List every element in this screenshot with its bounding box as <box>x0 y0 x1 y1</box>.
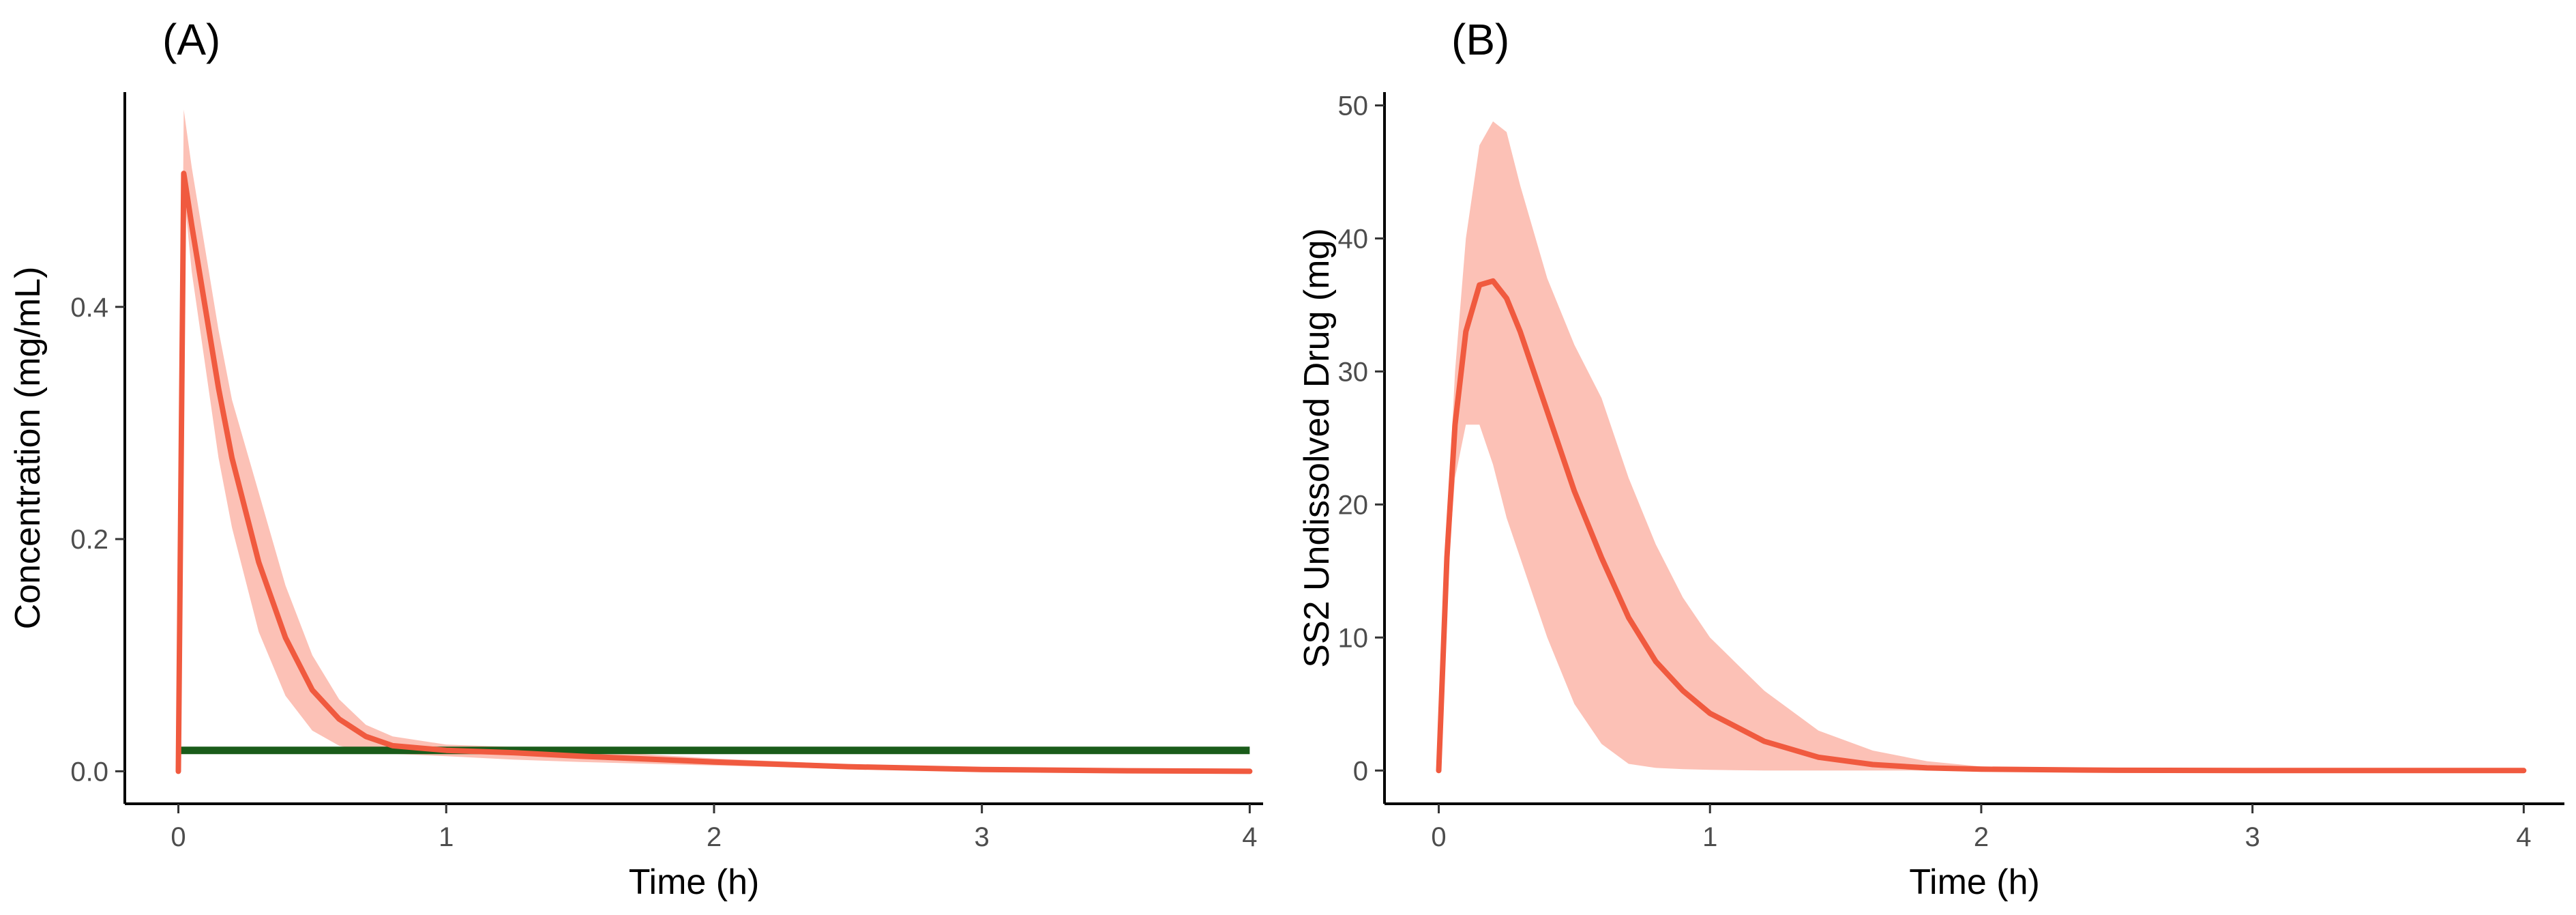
panel-b-y-tick-label: 50 <box>1338 91 1369 121</box>
panel-a-x-tick-label: 4 <box>1242 822 1257 852</box>
panel-b-y-tick-label: 40 <box>1338 224 1369 254</box>
panel-b-panel-label: (B) <box>1451 15 1509 64</box>
panel-a-y-tick-label: 0.0 <box>70 757 108 787</box>
panel-b-x-tick-label: 2 <box>1974 822 1989 852</box>
panel-a-panel-label: (A) <box>162 15 220 64</box>
panel-a-y-axis-title: Concentration (mg/mL) <box>8 267 48 630</box>
panel-a-y-tick-label: 0.4 <box>70 293 108 323</box>
panel-b-y-axis-title: SS2 Undissolved Drug (mg) <box>1297 228 1337 667</box>
panel-b-median-line <box>1436 278 2527 774</box>
panel-b-y-tick-label: 20 <box>1338 490 1369 520</box>
panel-a-y-tick-label: 0.2 <box>70 525 108 555</box>
panel-b-x-tick-label: 1 <box>1702 822 1717 852</box>
panel-b-x-axis-title: Time (h) <box>1909 862 2040 902</box>
panel-b-interval-band <box>1438 121 2524 771</box>
panel-b-x-tick-label: 3 <box>2245 822 2260 852</box>
panel-b-x-tick-label: 0 <box>1431 822 1446 852</box>
panel-a-x-axis-title: Time (h) <box>629 862 760 902</box>
panel-b-y-tick-label: 10 <box>1338 623 1369 653</box>
panel-b-x-tick-label: 4 <box>2516 822 2531 852</box>
panel-a-x-tick-label: 0 <box>171 822 186 852</box>
panel-a-concentration-chart: 0 1 2 3 4 0.0 0.2 0.4 (A) Time (h) Concentration (… <box>8 15 1263 902</box>
panel-b-y-tick-label: 30 <box>1338 357 1369 387</box>
panel-b-y-tick-label: 0 <box>1353 756 1368 786</box>
panel-a-median-line <box>175 171 1253 774</box>
panel-a-x-tick-label: 2 <box>707 822 722 852</box>
panel-a-x-tick-label: 3 <box>975 822 990 852</box>
panel-a-interval-band <box>178 109 1250 772</box>
panel-a-x-tick-label: 1 <box>439 822 454 852</box>
